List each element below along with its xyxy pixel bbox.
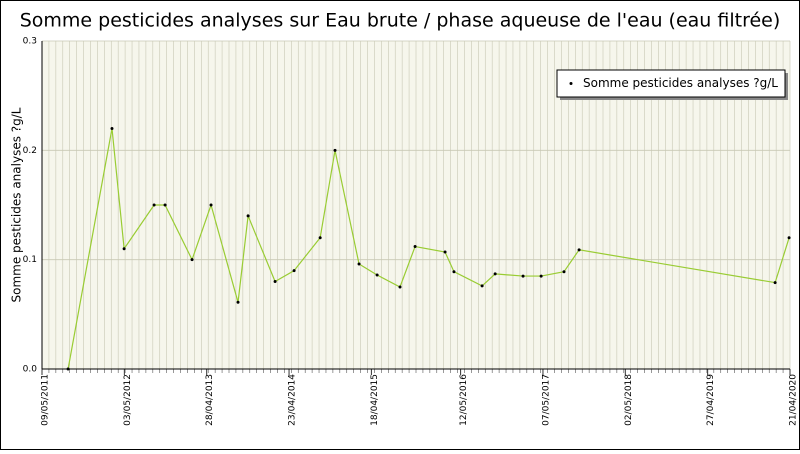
x-tick-label: 03/05/2012	[123, 374, 133, 426]
data-point	[122, 247, 126, 251]
data-point	[292, 269, 296, 273]
y-tick-label: 0.3	[23, 37, 37, 47]
x-tick-label: 09/05/2011	[41, 374, 51, 426]
data-point	[357, 262, 361, 266]
data-point	[163, 203, 167, 207]
data-point	[577, 248, 581, 252]
data-point	[787, 236, 791, 240]
data-point	[66, 367, 70, 371]
data-point	[209, 203, 213, 207]
data-point	[452, 270, 456, 274]
x-tick-label: 28/04/2013	[205, 374, 215, 426]
data-point	[773, 281, 777, 285]
data-point	[375, 273, 379, 277]
data-point	[493, 272, 497, 276]
data-point	[236, 300, 240, 304]
y-tick-label: 0.1	[23, 255, 37, 265]
x-tick-label: 21/04/2020	[789, 374, 799, 426]
data-point	[110, 126, 114, 130]
x-tick-label: 23/04/2014	[288, 374, 298, 426]
data-point	[480, 284, 484, 288]
legend-label: Somme pesticides analyses ?g/L	[583, 76, 778, 90]
x-tick-label: 02/05/2018	[624, 374, 634, 426]
data-point	[443, 250, 447, 254]
legend-marker	[569, 82, 573, 85]
data-point	[246, 214, 250, 218]
y-tick-label: 0.2	[23, 146, 37, 156]
data-point	[273, 280, 277, 284]
x-tick-label: 18/04/2015	[370, 374, 380, 426]
data-point	[539, 274, 543, 278]
chart-title: Somme pesticides analyses sur Eau brute …	[20, 10, 781, 32]
y-tick-label: 0.0	[23, 365, 38, 375]
data-point	[318, 236, 322, 240]
y-axis-label: Somme pesticides analyses ?g/L	[10, 107, 24, 302]
x-tick-label: 07/05/2017	[541, 374, 551, 426]
data-point	[190, 258, 194, 262]
data-point	[152, 203, 156, 207]
data-point	[521, 274, 525, 278]
x-tick-label: 12/05/2016	[459, 374, 469, 426]
data-point	[333, 148, 337, 152]
data-point	[413, 245, 417, 249]
x-tick-label: 27/04/2019	[706, 374, 716, 426]
legend-box	[556, 69, 786, 98]
data-point	[398, 285, 402, 289]
data-point	[562, 270, 566, 274]
